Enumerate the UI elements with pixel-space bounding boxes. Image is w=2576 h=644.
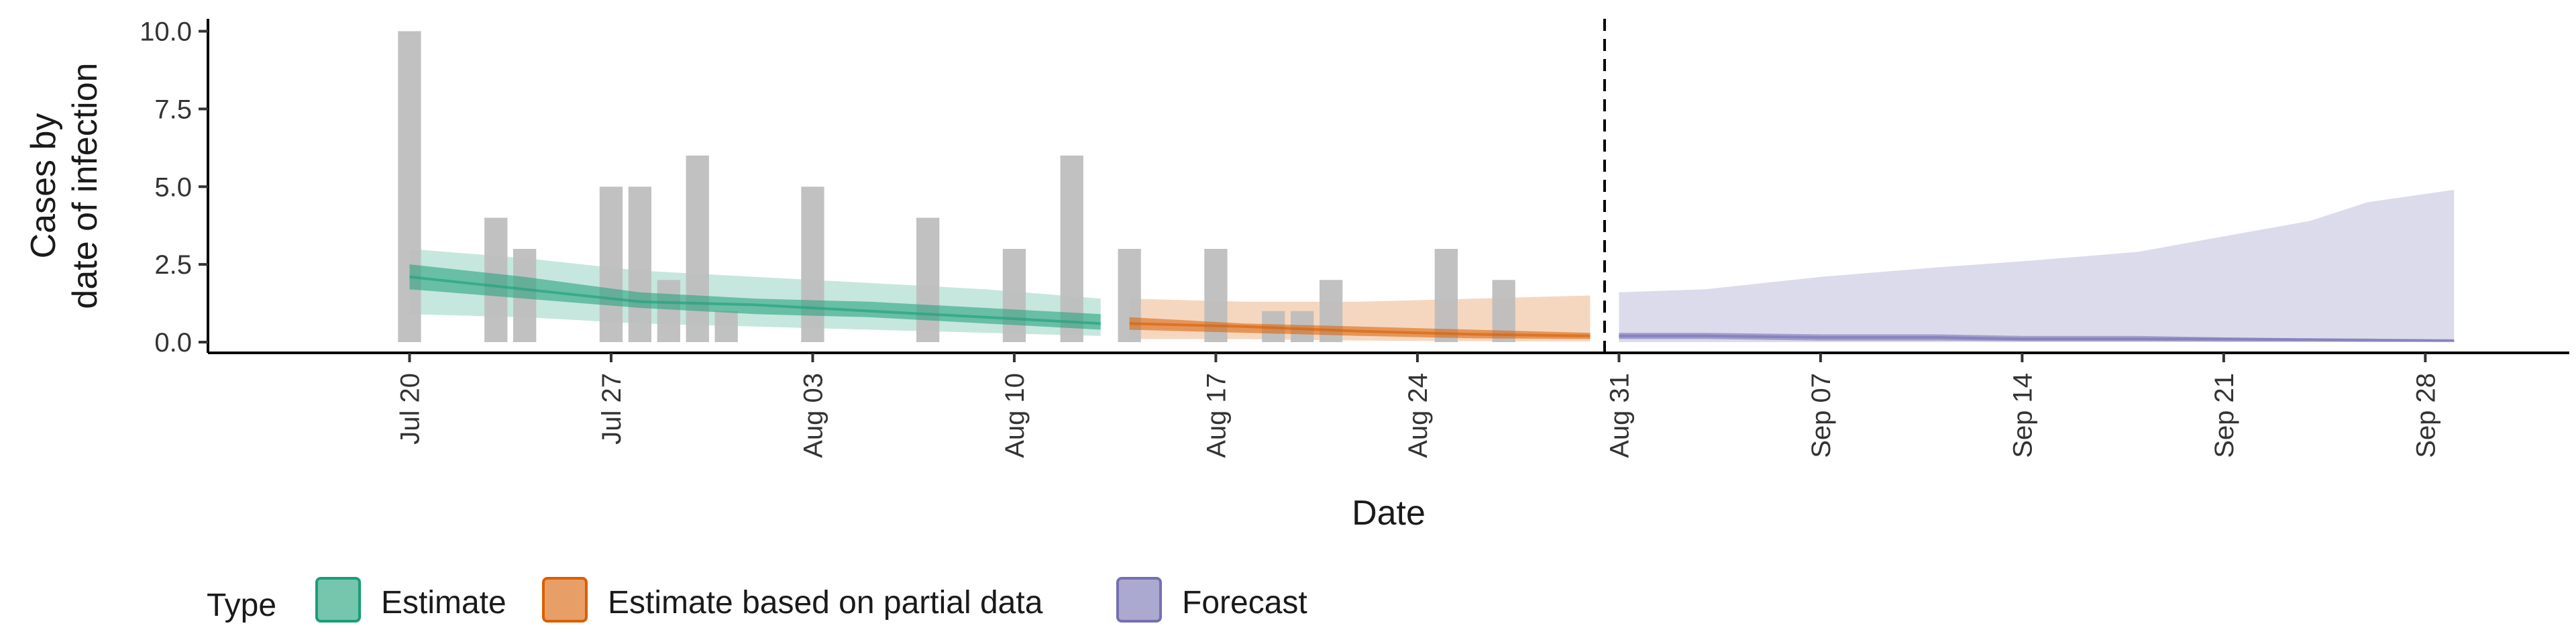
median-line-2 xyxy=(1619,334,2455,342)
x-tick-label-8: Sep 14 xyxy=(2008,373,2037,458)
x-tick-label-2: Aug 03 xyxy=(798,373,828,458)
median-line-1 xyxy=(1129,322,1591,337)
estimate-median-bands xyxy=(409,264,2455,342)
case-bar-4 xyxy=(628,186,651,342)
x-tick-label-9: Sep 21 xyxy=(2210,373,2239,458)
x-tick-label-10: Sep 28 xyxy=(2411,373,2440,458)
case-bar-10 xyxy=(1002,249,1026,342)
legend-key-0 xyxy=(315,577,361,623)
median-line-0 xyxy=(409,275,1101,325)
legend-title: Type xyxy=(207,588,276,623)
x-tick-label-4: Aug 17 xyxy=(1201,373,1231,458)
outer-band-2 xyxy=(1619,189,2455,342)
case-bar-7 xyxy=(714,311,738,342)
case-bar-0 xyxy=(398,31,421,342)
y-axis-title-line-1: Cases by xyxy=(24,113,63,259)
x-tick-label-3: Aug 10 xyxy=(1000,373,1030,458)
x-axis-title: Date xyxy=(1352,494,1426,533)
legend-key-1 xyxy=(542,577,588,623)
case-bar-6 xyxy=(686,155,709,342)
case-bar-9 xyxy=(916,217,940,342)
y-tick-label-1: 2.5 xyxy=(154,250,192,280)
legend-label-2: Forecast xyxy=(1182,585,1307,621)
legend-label-1: Estimate based on partial data xyxy=(608,585,1043,621)
x-axis-ticks: Jul 20 Jul 27 Aug 03 Aug 10 Aug 17 Aug 24 Aug … xyxy=(395,353,2440,458)
y-axis-title-line-2: date of infection xyxy=(66,62,105,309)
y-tick-label-2: 5.0 xyxy=(154,172,192,202)
y-tick-label-0: 0.0 xyxy=(154,328,192,358)
y-tick-label-4: 10.0 xyxy=(140,17,192,47)
x-tick-label-0: Jul 20 xyxy=(395,373,425,445)
case-bar-17 xyxy=(1434,249,1458,342)
x-tick-label-1: Jul 27 xyxy=(597,373,627,445)
case-bar-8 xyxy=(801,186,824,342)
legend: Type Estimate Estimate based on partial d… xyxy=(207,577,1307,623)
x-tick-label-5: Aug 24 xyxy=(1403,373,1433,458)
legend-label-0: Estimate xyxy=(381,585,506,621)
y-axis-ticks: 0.0 2.5 5.0 7.5 10.0 xyxy=(140,17,208,358)
x-tick-label-6: Aug 31 xyxy=(1605,373,1634,458)
case-bar-11 xyxy=(1060,155,1083,342)
y-tick-label-3: 7.5 xyxy=(154,95,192,124)
x-tick-label-7: Sep 07 xyxy=(1807,373,1836,458)
case-bar-5 xyxy=(657,280,680,342)
legend-key-2 xyxy=(1116,577,1162,623)
case-bar-3 xyxy=(599,186,623,342)
